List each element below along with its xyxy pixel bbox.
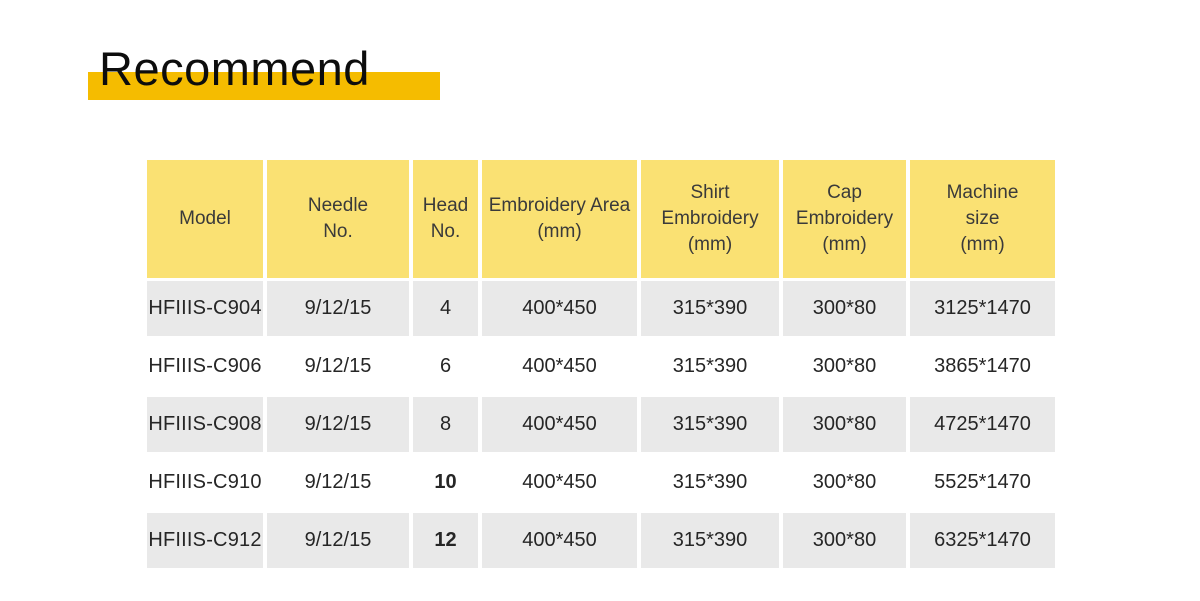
cell-embroidery-area: 400*450 [482, 513, 637, 568]
cell-cap-embroidery: 300*80 [812, 355, 877, 377]
cell-cap-embroidery: 300*80 [783, 513, 906, 568]
table-header-row: Model Needle No. Head No. Embroidery Are… [147, 160, 1055, 278]
cell-head-no: 12 [413, 513, 478, 568]
cell-model: HFIIIS-C908 [147, 397, 263, 452]
cell-shirt-embroidery: 315*390 [672, 471, 748, 493]
col-header-head-no: Head No. [413, 160, 478, 278]
cell-shirt-embroidery: 315*390 [641, 397, 779, 452]
cell-embroidery-area: 400*450 [522, 471, 597, 493]
title-highlight-bar [88, 72, 440, 100]
cell-machine-size: 3125*1470 [910, 281, 1055, 336]
col-header-shirt-embroidery: Shirt Embroidery (mm) [641, 160, 779, 278]
table-row: HFIIIS-C904 9/12/15 4 400*450 315*390 30… [147, 281, 1055, 336]
col-header-machine-size: Machine size (mm) [910, 160, 1055, 278]
col-header-cap-embroidery: Cap Embroidery (mm) [783, 160, 906, 278]
cell-cap-embroidery: 300*80 [783, 397, 906, 452]
table-body: HFIIIS-C904 9/12/15 4 400*450 315*390 30… [147, 281, 1055, 568]
table-header: Model Needle No. Head No. Embroidery Are… [147, 160, 1055, 278]
cell-machine-size: 4725*1470 [910, 397, 1055, 452]
cell-model: HFIIIS-C906 [148, 355, 262, 377]
cell-head-no: 10 [434, 471, 457, 493]
cell-needle-no: 9/12/15 [267, 397, 409, 452]
cell-model: HFIIIS-C904 [147, 281, 263, 336]
col-header-model: Model [147, 160, 263, 278]
cell-model: HFIIIS-C910 [148, 471, 262, 493]
cell-shirt-embroidery: 315*390 [641, 513, 779, 568]
cell-needle-no: 9/12/15 [304, 471, 372, 493]
cell-head-no: 6 [439, 355, 452, 377]
cell-embroidery-area: 400*450 [482, 281, 637, 336]
cell-cap-embroidery: 300*80 [812, 471, 877, 493]
col-header-needle-no: Needle No. [267, 160, 409, 278]
spec-table: Model Needle No. Head No. Embroidery Are… [143, 157, 1059, 571]
cell-shirt-embroidery: 315*390 [672, 355, 748, 377]
cell-machine-size: 5525*1470 [934, 471, 1031, 493]
table-row: HFIIIS-C912 9/12/15 12 400*450 315*390 3… [147, 513, 1055, 568]
table-row: HFIIIS-C908 9/12/15 8 400*450 315*390 30… [147, 397, 1055, 452]
col-header-embroidery-area: Embroidery Area (mm) [482, 160, 637, 278]
page-title: Recommend [99, 42, 370, 95]
cell-embroidery-area: 400*450 [482, 397, 637, 452]
table-row: HFIIIS-C910 9/12/15 10 400*450 315*390 3… [147, 455, 1055, 510]
cell-machine-size: 6325*1470 [910, 513, 1055, 568]
cell-head-no: 8 [413, 397, 478, 452]
cell-needle-no: 9/12/15 [267, 281, 409, 336]
table-row: HFIIIS-C906 9/12/15 6 400*450 315*390 30… [147, 339, 1055, 394]
cell-shirt-embroidery: 315*390 [641, 281, 779, 336]
cell-needle-no: 9/12/15 [267, 513, 409, 568]
cell-cap-embroidery: 300*80 [783, 281, 906, 336]
cell-model: HFIIIS-C912 [147, 513, 263, 568]
cell-machine-size: 3865*1470 [934, 355, 1031, 377]
cell-needle-no: 9/12/15 [304, 355, 372, 377]
cell-embroidery-area: 400*450 [522, 355, 597, 377]
cell-head-no: 4 [413, 281, 478, 336]
